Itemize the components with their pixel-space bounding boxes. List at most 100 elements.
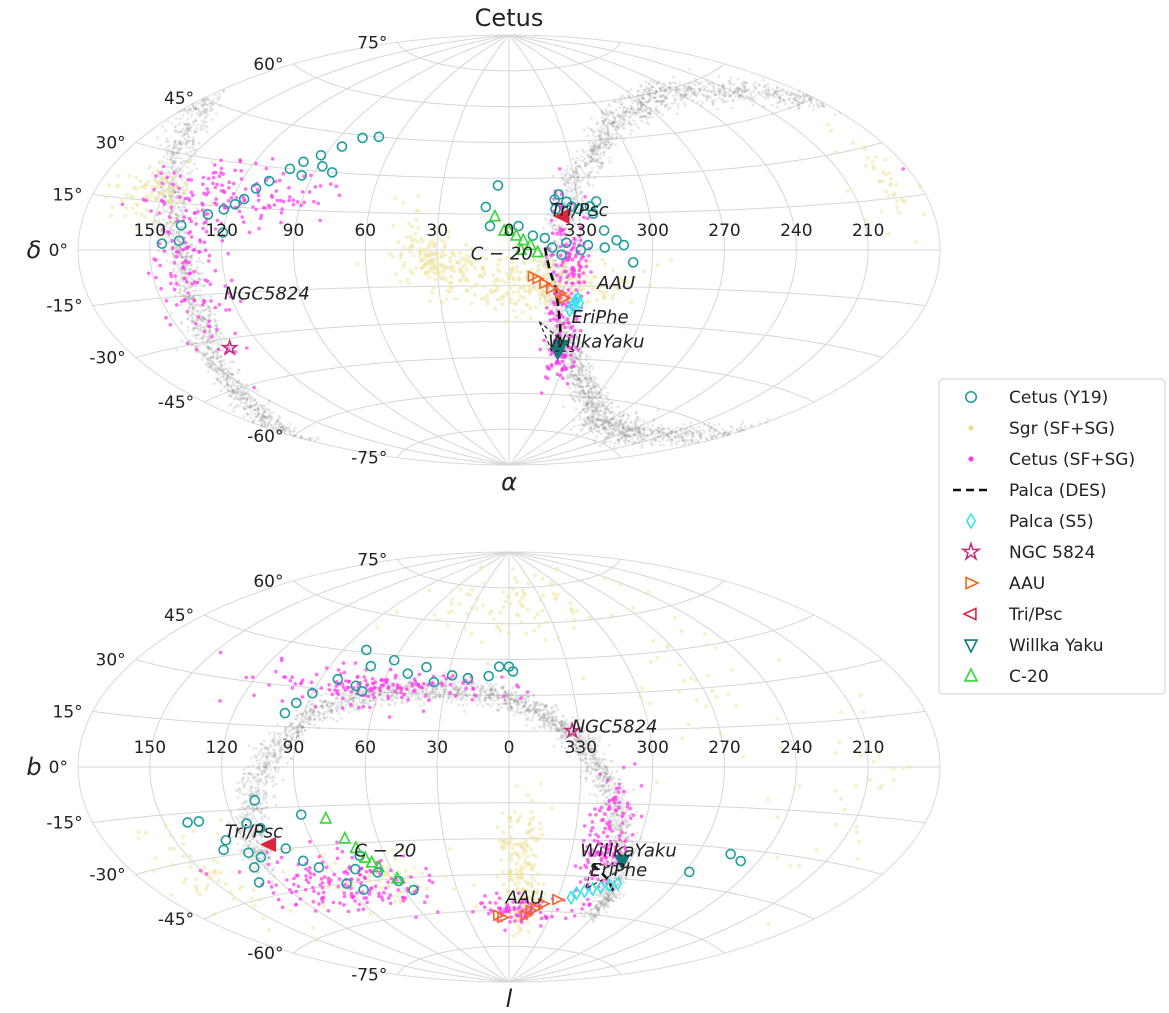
stream-star [729,76,733,80]
stream-star [173,156,177,160]
stream-star [173,190,177,194]
stream-star [710,101,714,104]
stream-star [637,108,641,112]
stream-star [603,118,607,122]
annotation-eriphe: EriPhe [571,307,628,328]
stream-star [575,172,578,176]
stream-star [566,172,570,176]
stream-star [732,100,735,103]
stream-star [654,100,658,104]
sgr-star [527,284,532,289]
sgr-star [103,195,108,200]
stream-star [222,359,226,363]
stream-star [614,429,618,433]
stream-star [608,143,612,147]
stream-star [575,355,578,359]
sgr-star [888,181,893,186]
cetus-star [318,218,323,223]
stream-star [586,402,590,405]
stream-star [640,109,644,113]
stream-star [694,77,697,81]
stream-star [180,143,184,147]
stream-star [792,96,796,100]
cetus-star [179,299,184,304]
stream-star [668,81,672,85]
stream-star [184,287,187,290]
stream-star [675,426,679,429]
stream-star [652,80,656,84]
stream-star [753,81,757,84]
cetus-star [558,279,562,283]
cetus-star [582,280,586,285]
stream-star [631,426,635,429]
stream-star [149,234,152,238]
stream-star [574,161,577,165]
stream-star [191,305,195,309]
stream-star [181,141,185,144]
stream-star [214,338,218,341]
cetus-star [186,291,190,295]
sgr-star [491,273,496,278]
stream-star [241,393,245,397]
stream-star [571,216,574,220]
sgr-star [894,183,898,187]
cetus-star [154,174,158,178]
stream-star [736,86,740,89]
stream-star [648,98,652,102]
stream-star [629,132,632,136]
stream-star [609,135,613,139]
stream-star [598,154,601,158]
sgr-star [416,225,421,230]
cetus-star [239,177,244,181]
stream-star [637,94,640,97]
stream-star [242,389,246,393]
stream-star [222,372,226,376]
stream-star [196,265,200,269]
stream-star [185,287,189,290]
stream-star [697,81,701,84]
stream-star [179,156,183,160]
stream-star [199,295,203,298]
stream-star [570,358,573,362]
sgr-star [551,259,556,264]
stream-star [184,159,187,163]
stream-star [569,215,573,219]
cetus-star [552,317,556,321]
sgr-star [583,301,588,306]
stream-star [162,224,166,228]
stream-star [717,84,720,88]
stream-star [577,164,581,168]
cetus-star [172,287,177,292]
stream-star [604,108,608,112]
sgr-star [410,238,414,243]
stream-star [654,432,658,436]
stream-star [598,134,602,138]
stream-star [573,188,577,192]
stream-star [618,113,621,117]
stream-star [195,269,199,273]
stream-star [589,377,593,381]
stream-star [232,409,235,413]
stream-star [663,105,667,108]
stream-star [581,159,585,163]
stream-star [178,221,182,225]
stream-star [741,89,744,93]
stream-star [189,304,192,307]
stream-star [674,87,678,91]
sgr-star [492,283,497,287]
stream-star [174,247,178,250]
stream-star [612,121,616,125]
stream-star [162,210,166,213]
stream-star [687,85,691,88]
sgr-star [469,301,474,306]
stream-star [213,313,217,316]
stream-star [740,90,743,94]
stream-star [174,153,177,157]
cetus-star [278,198,283,203]
stream-star [191,305,195,309]
cetus-star [181,266,185,270]
cetus-star [157,211,162,215]
stream-star [595,152,599,156]
cetus-star [205,212,210,216]
stream-star [547,222,551,226]
